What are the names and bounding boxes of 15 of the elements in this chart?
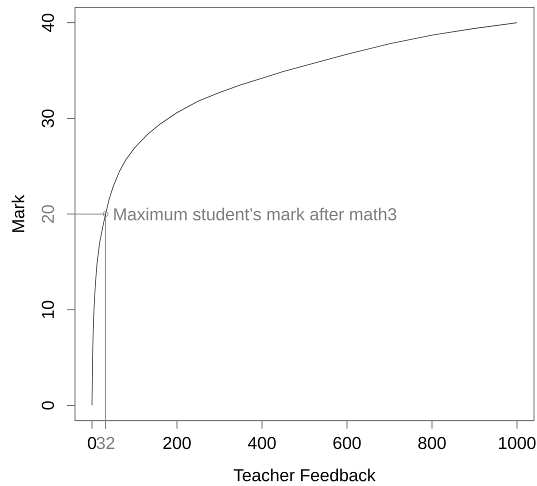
annotation: Maximum student’s mark after math3	[114, 208, 396, 220]
ref-line-label: 32	[96, 436, 114, 450]
y-tick-label: 30	[42, 109, 54, 128]
y-tick-label: 10	[42, 300, 54, 318]
x-tick-label: 0	[88, 436, 96, 450]
y-tick-label: 0	[42, 401, 54, 410]
x-tick-label: 1000	[499, 436, 536, 450]
ref-line-label: 20	[42, 205, 54, 223]
y-axis-title: Mark	[12, 194, 24, 232]
x-tick-label: 600	[333, 436, 361, 450]
y-tick-label: 40	[42, 14, 54, 32]
x-axis-title: Teacher Feedback	[234, 468, 376, 482]
x-tick-label: 800	[418, 436, 446, 450]
x-tick-label: 400	[248, 436, 276, 450]
x-tick-label: 200	[163, 436, 191, 450]
